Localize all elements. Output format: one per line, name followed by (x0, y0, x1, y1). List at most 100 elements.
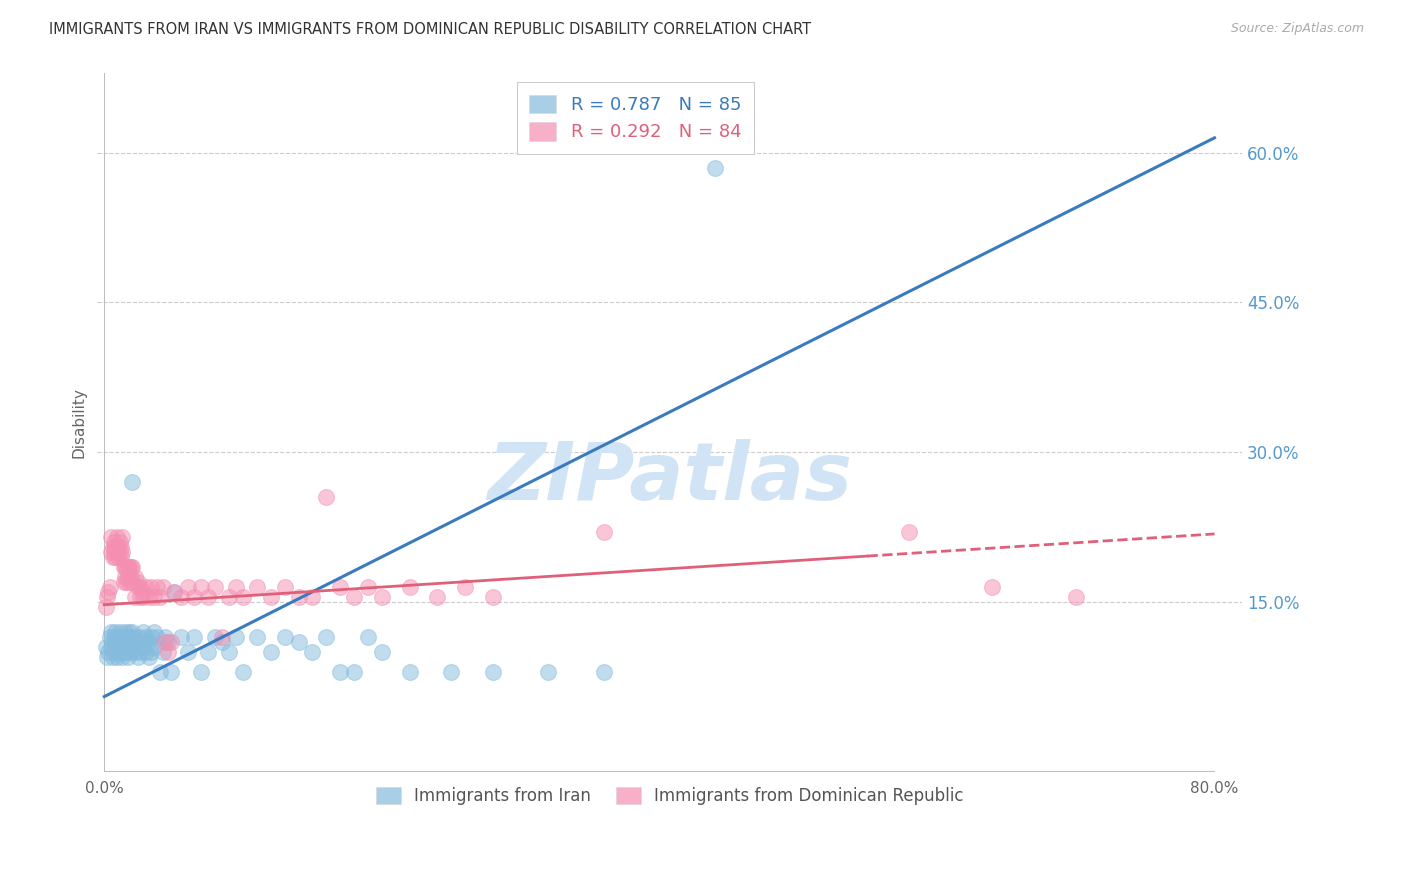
Point (129, 580, 152, 594)
Point (103, 630, 125, 644)
Point (169, 590, 191, 604)
Point (593, 524, 616, 539)
Point (1064, 590, 1087, 604)
Point (108, 624, 131, 639)
Point (105, 545, 128, 559)
Point (190, 665, 212, 679)
Point (127, 649, 149, 664)
Point (120, 570, 142, 584)
Point (104, 549, 127, 564)
Point (118, 574, 141, 589)
Point (343, 665, 366, 679)
Point (100, 545, 122, 559)
Point (108, 640, 131, 654)
Point (183, 630, 205, 644)
Point (260, 590, 283, 604)
Point (96, 590, 118, 604)
Point (117, 634, 139, 648)
Point (169, 630, 191, 644)
Point (105, 530, 128, 544)
Point (115, 559, 138, 574)
Point (143, 640, 166, 654)
Point (190, 580, 212, 594)
Point (155, 634, 177, 648)
Point (121, 574, 143, 589)
Point (127, 580, 149, 594)
Point (160, 665, 183, 679)
Point (124, 570, 146, 584)
Point (981, 580, 1004, 594)
Point (218, 590, 240, 604)
Point (115, 574, 138, 589)
Point (440, 665, 463, 679)
Point (94, 640, 117, 654)
Point (138, 590, 160, 604)
Point (225, 580, 247, 594)
Point (287, 634, 309, 648)
Point (107, 549, 129, 564)
Point (211, 634, 233, 648)
Point (146, 630, 169, 644)
Point (152, 645, 174, 659)
Point (143, 590, 166, 604)
Point (101, 540, 124, 554)
Point (183, 590, 205, 604)
Point (100, 530, 122, 544)
Point (108, 545, 131, 559)
Point (218, 645, 240, 659)
Point (107, 540, 129, 554)
Point (537, 665, 560, 679)
Point (329, 580, 352, 594)
Point (120, 645, 142, 659)
Y-axis label: Disability: Disability (72, 387, 86, 458)
Point (105, 649, 128, 664)
Text: Source: ZipAtlas.com: Source: ZipAtlas.com (1230, 22, 1364, 36)
Point (152, 580, 174, 594)
Point (100, 624, 122, 639)
Point (94, 599, 117, 614)
Text: ZIPatlas: ZIPatlas (488, 439, 852, 517)
Point (197, 590, 219, 604)
Point (103, 645, 125, 659)
Point (176, 580, 198, 594)
Point (197, 645, 219, 659)
Point (343, 590, 366, 604)
Point (103, 545, 125, 559)
Point (121, 475, 143, 489)
Point (104, 624, 127, 639)
Point (112, 645, 135, 659)
Point (97, 645, 120, 659)
Point (138, 634, 160, 648)
Point (157, 645, 180, 659)
Point (246, 630, 269, 644)
Point (593, 665, 616, 679)
Point (115, 645, 138, 659)
Point (141, 630, 163, 644)
Point (132, 624, 155, 639)
Point (110, 549, 132, 564)
Point (118, 624, 141, 639)
Point (129, 630, 152, 644)
Point (482, 590, 505, 604)
Point (129, 590, 152, 604)
Point (315, 490, 337, 504)
Point (138, 649, 160, 664)
Point (104, 540, 127, 554)
Point (211, 630, 233, 644)
Point (101, 649, 124, 664)
Point (118, 640, 141, 654)
Point (398, 665, 420, 679)
Point (371, 645, 394, 659)
Point (135, 630, 157, 644)
Point (155, 630, 177, 644)
Point (127, 634, 149, 648)
Point (273, 630, 295, 644)
Point (260, 645, 283, 659)
Point (454, 580, 477, 594)
Point (112, 559, 135, 574)
Point (176, 645, 198, 659)
Point (163, 584, 186, 599)
Point (898, 524, 921, 539)
Point (482, 665, 505, 679)
Point (301, 590, 323, 604)
